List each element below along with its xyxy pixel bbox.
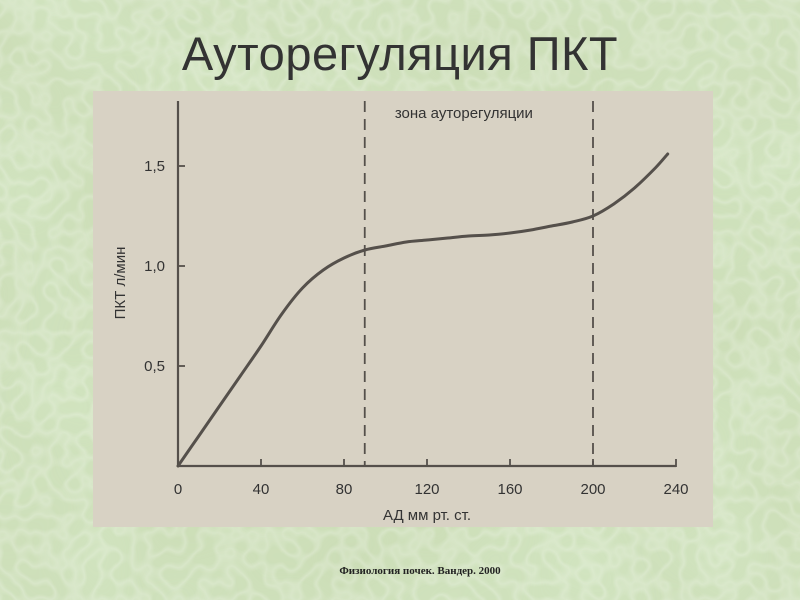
chart-series xyxy=(176,152,670,468)
x-tick-label: 0 xyxy=(174,481,182,498)
y-tick-label: 1,0 xyxy=(144,258,165,275)
gfr-curve xyxy=(176,152,670,468)
x-tick-label: 40 xyxy=(253,481,270,498)
zone-label: зона ауторегуляции xyxy=(395,105,533,122)
chart-axes xyxy=(176,101,676,468)
x-tick-label: 240 xyxy=(663,481,688,498)
x-axis-label: АД мм рт. ст. xyxy=(383,507,471,524)
source-caption: Физиология почек. Вандер. 2000 xyxy=(339,565,501,577)
chart-panel: 0 40 80 120 160 200 240 0,5 1,0 1,5 АД мм рт. ст. П… xyxy=(93,91,713,527)
y-tick-label: 1,5 xyxy=(144,158,165,175)
x-tick-label: 120 xyxy=(414,481,439,498)
x-tick-label: 200 xyxy=(580,481,605,498)
autoregulation-chart: 0 40 80 120 160 200 240 0,5 1,0 1,5 АД мм рт. ст. П… xyxy=(112,101,689,524)
y-tick-label: 0,5 xyxy=(144,358,165,375)
y-axis-label: ПКТ л/мин xyxy=(112,247,129,320)
zone-boundaries xyxy=(363,101,594,466)
chart-ticks xyxy=(178,165,677,467)
slide-title: Ауторегуляция ПКТ xyxy=(181,27,619,80)
x-tick-label: 80 xyxy=(336,481,353,498)
x-tick-label: 160 xyxy=(497,481,522,498)
chart-labels: 0 40 80 120 160 200 240 0,5 1,0 1,5 АД мм рт. ст. П… xyxy=(112,105,689,524)
